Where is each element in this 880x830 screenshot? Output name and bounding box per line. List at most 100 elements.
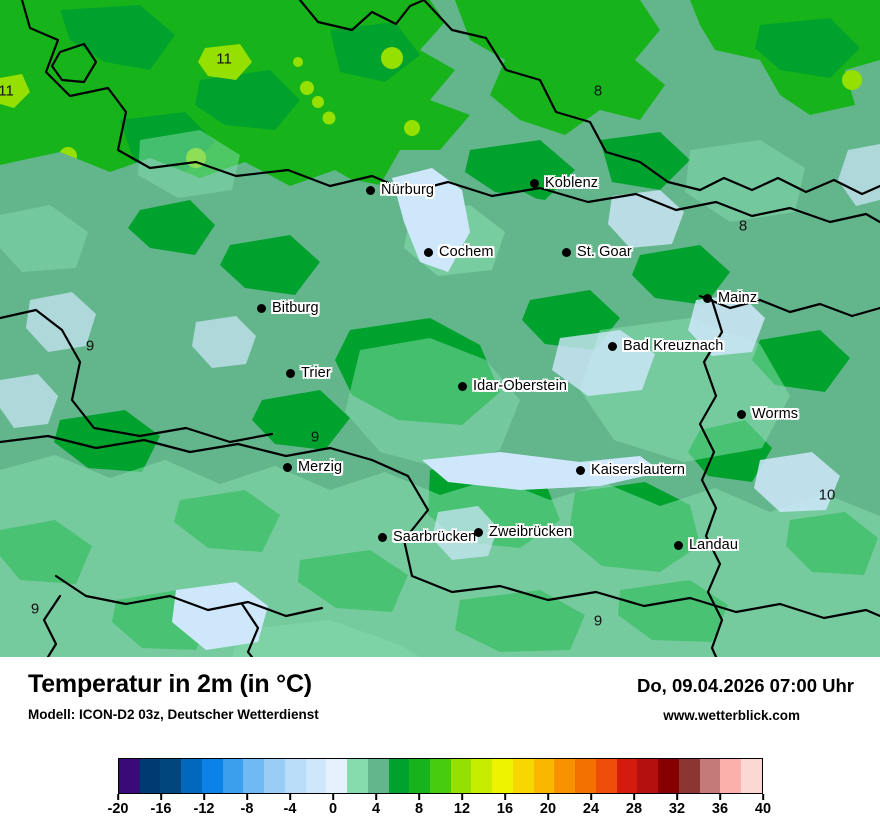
colorbar-swatch (347, 759, 368, 793)
valid-time: Do, 09.04.2026 07:00 Uhr (637, 675, 854, 696)
colorbar-swatch (450, 759, 472, 793)
city-label: Mainz (718, 290, 758, 306)
contour-label: 8 (738, 217, 748, 235)
colorbar-swatch (409, 759, 431, 793)
colorbar-swatch (512, 759, 534, 793)
city-marker-kaiserslautern[interactable]: Kaiserslautern (576, 462, 685, 478)
colorbar-tick-label: 20 (539, 801, 557, 817)
city-label: Bad Kreuznach (623, 338, 724, 354)
colorbar-tick (418, 794, 420, 800)
colorbar-swatch (430, 759, 451, 793)
temperature-field-raster (0, 0, 880, 657)
colorbar-tick-label: 36 (711, 801, 729, 817)
colorbar-swatch (201, 759, 223, 793)
city-marker-mainz[interactable]: Mainz (703, 290, 757, 306)
colorbar-tick (461, 794, 463, 800)
colorbar-swatch (139, 759, 161, 793)
colorbar-swatch (119, 759, 140, 793)
city-dot-icon (458, 381, 467, 391)
colorbar-tick-label: 12 (453, 801, 471, 817)
city-dot-icon (257, 303, 266, 313)
city-label: Trier (301, 365, 331, 381)
city-dot-icon (378, 532, 387, 542)
colorbar-tick (590, 794, 592, 800)
contour-label: 9 (85, 337, 95, 355)
city-marker-cochem[interactable]: Cochem (424, 244, 494, 260)
colorbar-tick (633, 794, 635, 800)
colorbar-tick (332, 794, 334, 800)
colorbar-ticks (117, 794, 764, 801)
city-dot-icon (424, 247, 433, 257)
temperature-map[interactable]: 11 11 8 8 9 9 10 9 9 Nürburg Koblenz Coc… (0, 0, 880, 657)
colorbar[interactable]: -20 -16 -12 -8 -4 0 4 8 12 16 20 24 28 32 36 40 (108, 758, 772, 821)
colorbar-tick-label: 16 (496, 801, 514, 817)
colorbar-swatch (305, 759, 327, 793)
colorbar-tick (504, 794, 506, 800)
colorbar-tick (203, 794, 205, 800)
colorbar-tick (762, 794, 764, 800)
source-url: www.wetterblick.com (663, 708, 800, 723)
city-label: Cochem (439, 244, 494, 260)
contour-label: 9 (30, 600, 40, 618)
city-marker-koblenz[interactable]: Koblenz (530, 175, 598, 191)
city-marker-nurburg[interactable]: Nürburg (366, 182, 434, 198)
colorbar-tick-label: 0 (328, 801, 338, 817)
city-dot-icon (737, 409, 746, 419)
colorbar-tick-label: 8 (414, 801, 424, 817)
city-marker-st-goar[interactable]: St. Goar (562, 244, 632, 260)
colorbar-swatch (678, 759, 700, 793)
city-label: Worms (752, 406, 799, 422)
colorbar-tick-label: 28 (625, 801, 643, 817)
colorbar-labels: -20 -16 -12 -8 -4 0 4 8 12 16 20 24 28 32 36 40 (108, 801, 772, 821)
colorbar-swatch (222, 759, 244, 793)
colorbar-tick (375, 794, 377, 800)
city-dot-icon (286, 368, 295, 378)
city-dot-icon (608, 341, 617, 351)
contour-label: 8 (593, 82, 603, 100)
city-dot-icon (703, 293, 712, 303)
city-marker-saarbruecken[interactable]: Saarbrücken (378, 529, 476, 545)
city-label: Landau (689, 537, 738, 553)
colorbar-swatch (554, 759, 576, 793)
colorbar-tick-label: 24 (582, 801, 600, 817)
city-marker-idar-oberstein[interactable]: Idar-Oberstein (458, 378, 567, 394)
colorbar-swatch (699, 759, 721, 793)
contour-label: 9 (593, 612, 603, 630)
colorbar-swatch (616, 759, 638, 793)
model-subtitle: Modell: ICON-D2 03z, Deutscher Wetterdie… (28, 707, 319, 722)
city-marker-landau[interactable]: Landau (674, 537, 738, 553)
colorbar-swatch (492, 759, 513, 793)
colorbar-swatch (181, 759, 202, 793)
city-marker-bad-kreuznach[interactable]: Bad Kreuznach (608, 338, 723, 354)
colorbar-swatch (658, 759, 679, 793)
city-dot-icon (366, 185, 375, 195)
colorbar-swatch (160, 759, 182, 793)
colorbar-tick (676, 794, 678, 800)
colorbar-swatch (595, 759, 617, 793)
city-label: Idar-Oberstein (473, 378, 568, 394)
city-marker-merzig[interactable]: Merzig (283, 459, 342, 475)
city-marker-bitburg[interactable]: Bitburg (257, 300, 319, 316)
colorbar-tick (719, 794, 721, 800)
colorbar-swatch (741, 759, 762, 793)
title-row: Temperatur in 2m (in °C) Modell: ICON-D2… (0, 657, 880, 729)
city-dot-icon (283, 462, 292, 472)
colorbar-swatch (264, 759, 285, 793)
city-marker-trier[interactable]: Trier (286, 365, 331, 381)
colorbar-swatch (367, 759, 389, 793)
colorbar-swatch (533, 759, 555, 793)
contour-label: 11 (216, 50, 232, 68)
city-dot-icon (576, 465, 585, 475)
footer: Temperatur in 2m (in °C) Modell: ICON-D2… (0, 657, 880, 830)
colorbar-tick-label: -16 (150, 801, 172, 817)
colorbar-swatch (471, 759, 493, 793)
city-label: Saarbrücken (393, 529, 477, 545)
contour-label: 10 (818, 486, 836, 504)
city-label: Bitburg (272, 300, 319, 316)
city-marker-zweibruecken[interactable]: Zweibrücken (474, 524, 572, 540)
colorbar-tick (246, 794, 248, 800)
city-marker-worms[interactable]: Worms (737, 406, 798, 422)
colorbar-swatch (575, 759, 596, 793)
colorbar-tick-label: 32 (668, 801, 686, 817)
